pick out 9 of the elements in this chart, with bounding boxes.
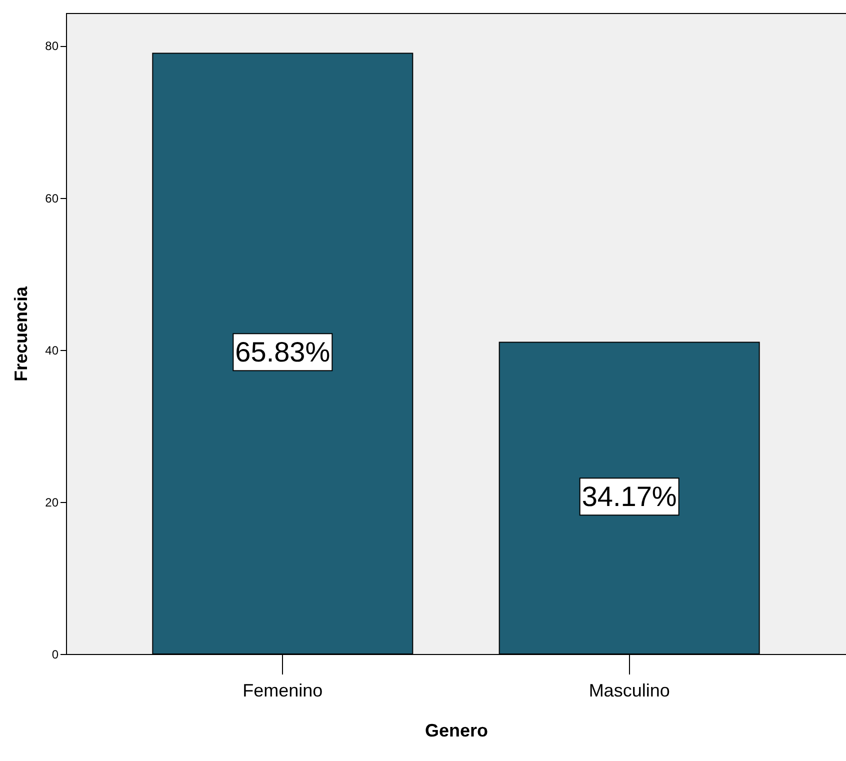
x-tick-label: Femenino xyxy=(242,680,323,700)
y-tick-label: 20 xyxy=(45,495,59,510)
x-tick-label: Masculino xyxy=(588,680,670,700)
y-tick-label: 0 xyxy=(52,648,59,662)
x-axis-title: Genero xyxy=(424,720,488,740)
y-tick-label: 80 xyxy=(45,39,59,54)
y-tick-label: 40 xyxy=(45,343,59,358)
y-axis-title: Frecuencia xyxy=(11,285,32,382)
y-tick-label: 60 xyxy=(45,191,59,206)
